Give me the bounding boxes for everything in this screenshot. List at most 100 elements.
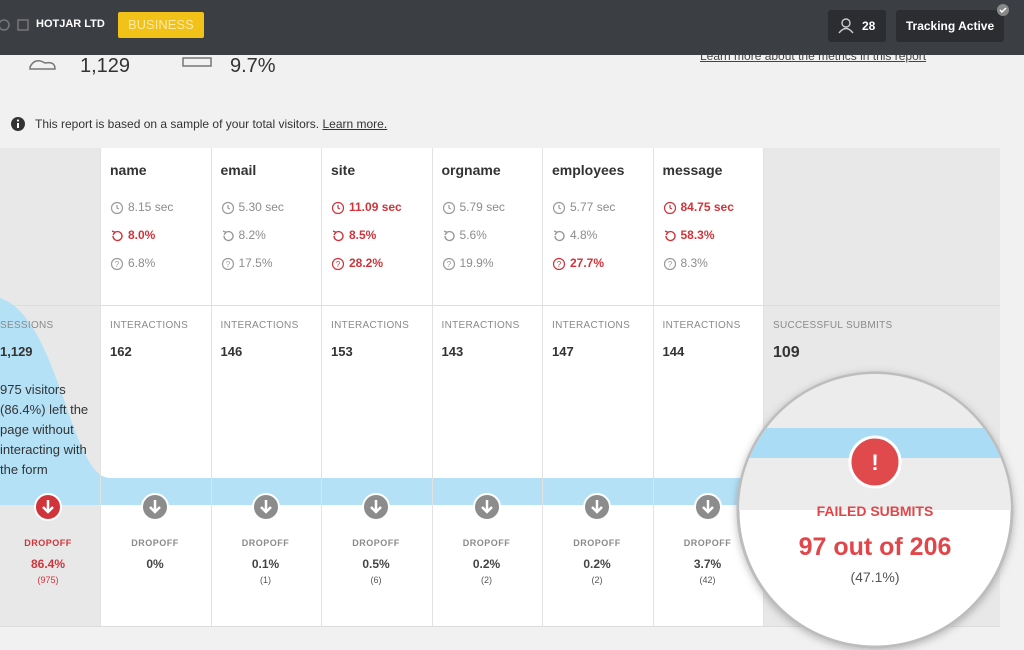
- sessions-count: 1,129: [0, 344, 33, 359]
- dropoff-percent: 0.2%: [583, 557, 611, 571]
- field-metric: 6.8%: [128, 256, 156, 270]
- field-metric: 11.09 sec: [349, 200, 402, 214]
- dropoff-icon: [693, 493, 722, 521]
- metric-icon: [222, 230, 234, 242]
- sessions-note: 975 visitors (86.4%) left the page witho…: [0, 382, 89, 477]
- failed-percent: (47.1%): [850, 569, 900, 585]
- interactions-count: 146: [220, 344, 243, 359]
- dropoff-icon: [34, 493, 62, 521]
- flow-band: [0, 298, 760, 505]
- svg-text:?: ?: [115, 260, 120, 269]
- dropoff-label: DROPOFF: [24, 538, 72, 548]
- metric-icon: [552, 201, 566, 215]
- dropoff-icon: [472, 493, 501, 521]
- metric-icon: [664, 230, 676, 242]
- metric-icon: [443, 230, 455, 242]
- tracking-status[interactable]: Tracking Active: [896, 10, 1004, 42]
- field-metric: 5.77 sec: [570, 200, 616, 214]
- column-border: [763, 148, 764, 626]
- failed-count: 97 out of 206: [798, 533, 952, 561]
- interactions-count: 162: [110, 344, 132, 359]
- dropoff-percent: 0.5%: [362, 557, 390, 571]
- info-icon: [11, 117, 25, 131]
- field-name: message: [662, 162, 723, 178]
- dropoff-count: (2): [481, 575, 492, 585]
- dropoff-label: DROPOFF: [352, 538, 400, 548]
- dropoff-percent: 0.1%: [251, 557, 280, 571]
- metric-icon: ?: [331, 257, 345, 271]
- metric-icon: [663, 201, 676, 215]
- submits-label: SUCCESSFUL SUBMITS: [773, 320, 893, 331]
- svg-text:?: ?: [557, 260, 562, 269]
- interactions-label: INTERACTIONS: [662, 320, 741, 331]
- dropoff-label: DROPOFF: [241, 538, 290, 548]
- svg-text:?: ?: [667, 260, 672, 269]
- interactions-label: INTERACTIONS: [331, 320, 410, 331]
- svg-text:?: ?: [336, 260, 341, 269]
- brand: HOTJAR LTD: [36, 18, 105, 30]
- metric-icon: [110, 201, 124, 215]
- metric-icon: [553, 230, 565, 242]
- metric-icon: [111, 230, 123, 242]
- metric-icon: [442, 201, 455, 215]
- interactions-label: INTERACTIONS: [220, 320, 299, 331]
- nav-icons: [0, 19, 29, 31]
- tracking-check: [997, 4, 1009, 16]
- field-metric: 8.15 sec: [128, 200, 174, 214]
- dropoff-count: (975): [37, 575, 59, 585]
- metric-icon: ?: [442, 257, 455, 271]
- dropoff-percent: 3.7%: [693, 557, 722, 571]
- dropoff-percent: 86.4%: [30, 557, 66, 571]
- dropoff-count: (6): [370, 575, 382, 585]
- interactions-count: 144: [662, 344, 685, 359]
- column-border: [542, 148, 543, 626]
- field-name: employees: [552, 162, 625, 178]
- metric-icon: ?: [221, 257, 234, 271]
- interactions-count: 153: [331, 344, 353, 359]
- field-metric: 4.8%: [570, 228, 598, 242]
- interactions-count: 143: [441, 344, 464, 359]
- column-border: [210, 148, 212, 626]
- metric-icon: ?: [663, 257, 676, 271]
- field-metric: 5.6%: [459, 228, 487, 242]
- svg-text:?: ?: [446, 260, 451, 269]
- users-icon: [838, 18, 854, 34]
- field-metric: 5.79 sec: [459, 200, 505, 214]
- column-border: [431, 148, 433, 626]
- metric-icon: ?: [110, 257, 124, 271]
- field-name: name: [110, 162, 147, 178]
- users-button[interactable]: 28: [828, 10, 886, 42]
- field-metric: 8.2%: [238, 228, 266, 242]
- dropoff-label: DROPOFF: [573, 538, 621, 548]
- visitors-total: 1,129: [80, 55, 131, 77]
- field-name: email: [220, 162, 257, 178]
- interactions-label: INTERACTIONS: [552, 320, 631, 331]
- dropoff-count: (1): [260, 575, 271, 585]
- failed-label: FAILED SUBMITS: [816, 503, 934, 519]
- dropoff-count: (42): [699, 575, 716, 585]
- sample-notice: This report is based on a sample of your…: [35, 117, 387, 131]
- metrics-link[interactable]: Learn more about the metrics in this rep…: [700, 49, 927, 63]
- dropoff-icon: [362, 493, 390, 521]
- field-name: site: [331, 162, 356, 178]
- dropoff-icon: [251, 493, 280, 521]
- row-divider: [0, 305, 1000, 306]
- top-bar: HOTJAR LTD BUSINESS 28 Tracking Active: [0, 0, 1024, 55]
- field-metric: 8.5%: [349, 228, 377, 242]
- dropoff-icon: [141, 493, 169, 521]
- funnel-table: SESSIONS 1,129 975 visitors (86.4%) left t…: [0, 148, 1000, 627]
- field-metric: 8.0%: [128, 228, 156, 242]
- field-metric: 5.30 sec: [238, 200, 284, 214]
- field-name: orgname: [441, 162, 501, 178]
- dropoff-label: DROPOFF: [683, 538, 732, 548]
- conversion-rate: 9.7%: [230, 55, 276, 77]
- users-count: 28: [862, 19, 876, 33]
- metric-icon: [331, 201, 345, 215]
- notice-link[interactable]: Learn more.: [322, 117, 388, 131]
- metric-icon: ?: [552, 257, 566, 271]
- field-metric: 17.5%: [238, 256, 273, 270]
- field-metric: 84.75 sec: [680, 200, 734, 214]
- dropoff-label: DROPOFF: [131, 538, 179, 548]
- dropoff-percent: 0.2%: [472, 557, 501, 571]
